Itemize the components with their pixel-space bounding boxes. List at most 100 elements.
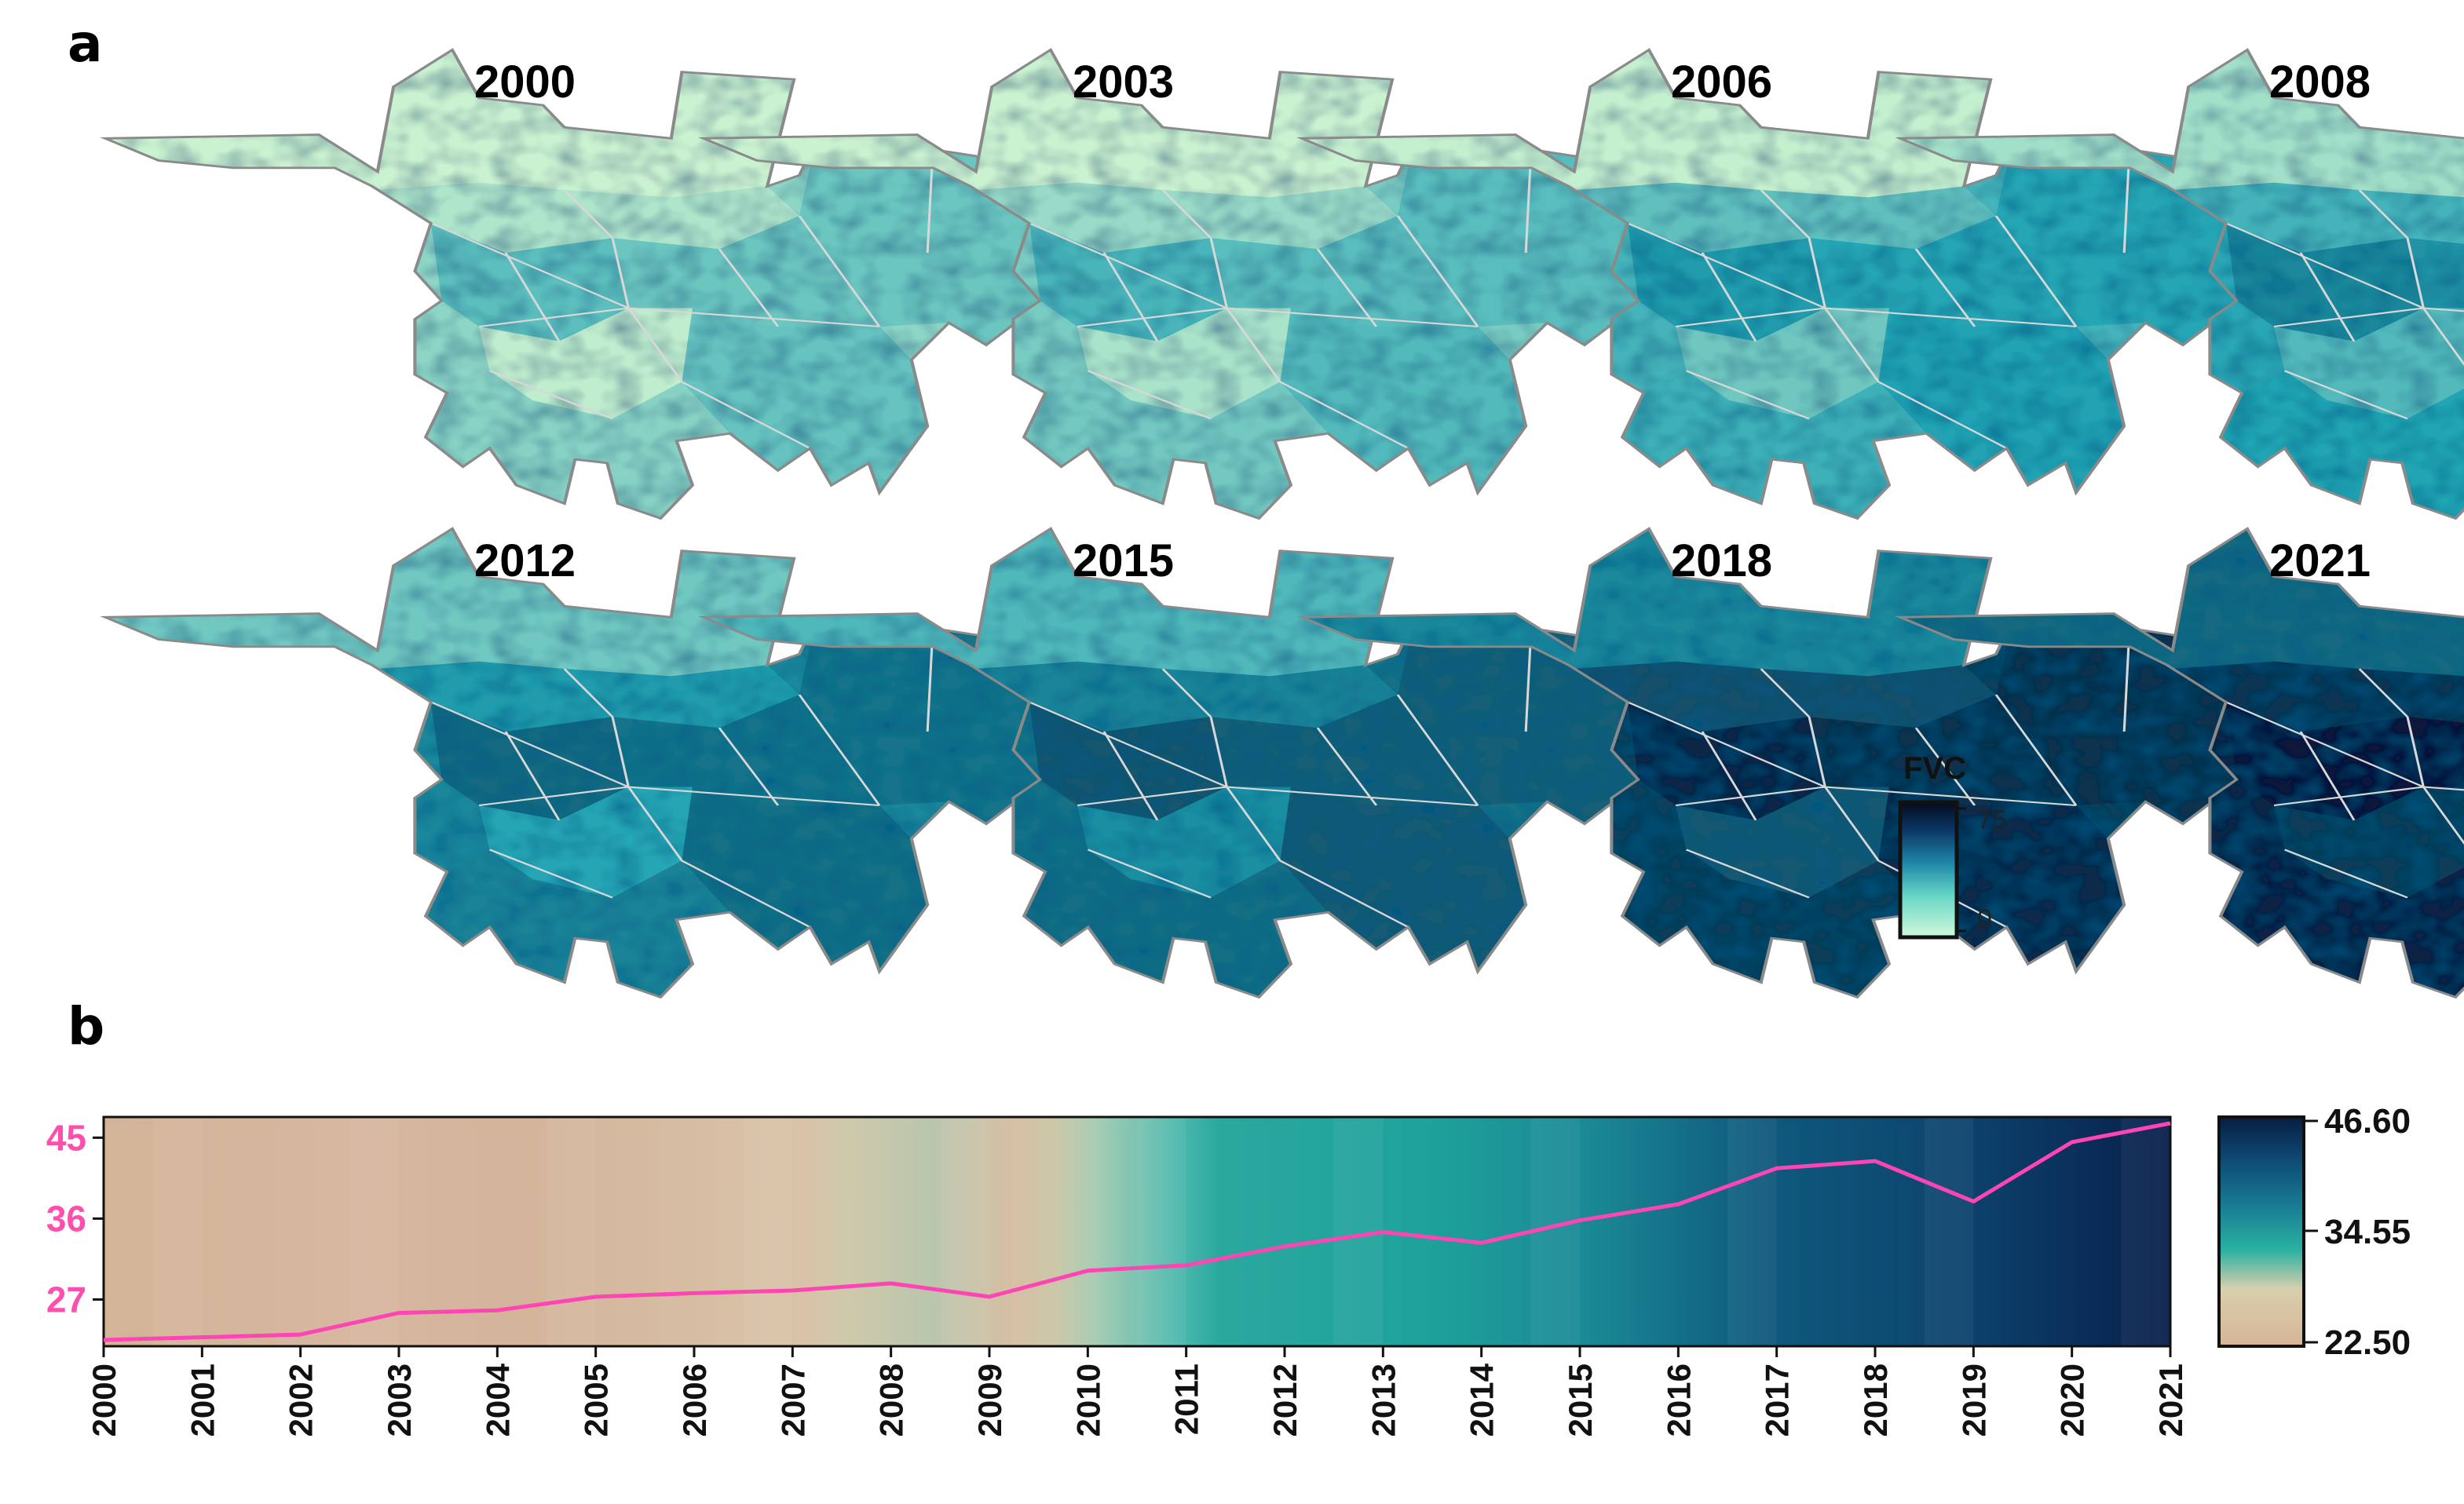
year-stripe [940,1117,989,1346]
map-zone-1 [975,182,1398,253]
year-stripe [1924,1117,1974,1346]
fvc-map-2000 [99,48,1058,520]
x-tick-label: 2011 [1168,1363,1205,1435]
map-zone-5 [682,308,928,493]
fvc-series-line [103,1121,2171,1342]
map-zone-4 [479,787,693,898]
x-tick-label: 2001 [184,1363,221,1436]
fvc-legend-min: 0 [1977,904,1992,934]
map-zone-3 [2407,238,2464,308]
fvc-colorbar [1898,800,1959,940]
map-zone-6 [426,371,730,519]
map-zone-0 [105,528,795,677]
map-boundary [1894,527,2464,999]
map-zone-1 [2172,661,2464,732]
map-zone-5 [1878,308,2125,493]
map-zone-2 [1627,702,1826,820]
map-zone-4 [1676,787,1889,898]
map-year-label: 2021 [2269,535,2371,586]
map-year-label: 2000 [474,57,576,108]
y-tick-label: 45 [46,1117,86,1158]
map-zone-4 [2274,308,2464,419]
map-zone-3 [2407,717,2464,787]
x-tick-label: 2010 [1069,1363,1106,1436]
x-tick-label: 2009 [971,1363,1008,1436]
fvc-legend-title: FVC [1903,751,1966,786]
x-tick-label: 2012 [1267,1363,1303,1436]
map-zone-2 [2225,702,2424,820]
map-zone-2 [430,223,629,341]
fvc-series-points [103,1123,2171,1341]
map-zone-1 [975,661,1398,732]
map-zone-2 [1627,223,1826,341]
plot-background [104,1117,2170,1346]
x-tick-label: 2006 [676,1363,713,1436]
map-boundary [1296,48,2254,520]
x-tick-label: 2013 [1365,1363,1402,1436]
year-stripe [152,1117,203,1346]
map-zone-5 [1280,787,1526,972]
colorbar-mid-label: 34.55 [2324,1213,2411,1251]
map-zone-1 [377,661,799,732]
map-zone-4 [2274,787,2464,898]
map-zone-0 [704,528,1393,677]
map-roads [430,149,934,449]
year-stripe [349,1117,399,1346]
mean-colorbar-rect [2217,1115,2305,1348]
fvc-map-2021 [1894,527,2464,999]
map-year-label: 2008 [2269,57,2371,108]
map-boundary [697,527,1656,999]
y-tick-label: 27 [46,1279,86,1320]
year-stripe [743,1117,793,1346]
map-zone-1 [377,182,799,253]
panel-a-letter: a [68,13,103,74]
colorbar-max-label: 46.60 [2324,1102,2411,1141]
map-year-label: 2003 [1073,57,1174,108]
x-tick-label: 2019 [1955,1363,1992,1436]
x-tick-label: 2018 [1857,1363,1894,1436]
x-tick-label: 2008 [873,1363,910,1436]
x-tick-label: 2020 [2054,1363,2091,1436]
map-zone-6 [1024,849,1329,998]
map-zone-2 [430,702,629,820]
map-zone-5 [682,787,928,972]
fvc-legend: FVC 75 0 [1898,751,2007,940]
map-zone-0 [704,49,1393,198]
map-zone-4 [1077,787,1291,898]
map-boundary [697,48,1656,520]
fvc-legend-max: 75 [1977,805,2007,835]
map-zone-2 [1029,702,1227,820]
year-stripe [547,1117,596,1346]
map-zone-4 [1077,308,1291,419]
map-boundary [99,527,1058,999]
plot-stripes [152,1117,2170,1346]
year-stripe [1137,1117,1186,1346]
colorbar-min-label: 22.50 [2324,1323,2411,1362]
map-zone-1 [1574,661,1996,732]
map-boundary [99,48,1058,520]
panel-b-letter: b [68,996,104,1057]
map-roads [1028,628,1533,928]
map-boundary [1296,527,2254,999]
map-roads [1028,149,1533,449]
y-axis: 27 36 45 [46,1117,104,1320]
map-zone-1 [2172,182,2464,253]
x-tick-label: 2007 [774,1363,811,1436]
x-tick-label: 2002 [283,1363,320,1436]
map-year-label: 2012 [474,535,576,586]
mean-colorbar: 46.60 34.55 22.50 [2217,1102,2411,1362]
x-tick-label: 2000 [86,1363,122,1436]
x-tick-label: 2015 [1562,1363,1599,1436]
map-zone-4 [1676,308,1889,419]
map-zone-1 [1574,182,1996,253]
map-zone-0 [1302,528,1991,677]
map-zone-2 [2225,223,2424,341]
fvc-map-2012 [99,527,1058,999]
map-roads [430,628,934,928]
x-tick-label: 2021 [2152,1363,2189,1436]
x-tick-label: 2003 [381,1363,418,1436]
map-zone-0 [105,49,795,198]
x-tick-label: 2014 [1464,1363,1501,1436]
x-axis: 2000 2001 2002 2003 2004 2005 2006 2007 2008 2009… [86,1346,2189,1436]
